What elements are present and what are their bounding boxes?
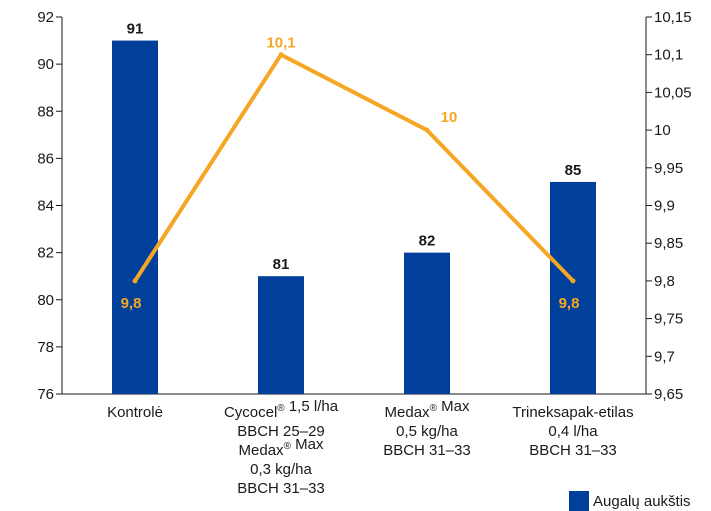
legend-label: Augalų aukštis bbox=[593, 492, 691, 510]
line-path bbox=[133, 52, 575, 283]
category-label: BBCH 31–33 bbox=[237, 480, 325, 497]
bar-value-label: 82 bbox=[419, 233, 436, 250]
y-left-tick-label: 82 bbox=[37, 245, 54, 262]
category-label: 0,5 kg/ha bbox=[396, 423, 458, 440]
y-left-tick-label: 84 bbox=[37, 198, 54, 215]
category-label: 0,3 kg/ha bbox=[250, 461, 312, 478]
y-right-tick-label: 9,9 bbox=[654, 198, 675, 215]
category-label: BBCH 31–33 bbox=[529, 442, 617, 459]
line-point bbox=[424, 127, 430, 133]
y-right-tick-label: 9,85 bbox=[654, 235, 683, 252]
y-right-tick-label: 10,1 bbox=[654, 47, 683, 64]
category-label: BBCH 31–33 bbox=[383, 442, 471, 459]
line-value-label: 10,1 bbox=[266, 35, 295, 52]
y-left-tick-label: 86 bbox=[37, 150, 54, 167]
y-right-tick-label: 9,8 bbox=[654, 273, 675, 290]
y-left-tick-label: 90 bbox=[37, 56, 54, 73]
category-label: 0,4 l/ha bbox=[548, 423, 598, 440]
category-label: Medax® Max bbox=[239, 436, 324, 459]
line-value-label: 9,8 bbox=[559, 295, 580, 312]
bar bbox=[550, 181, 596, 394]
y-right-tick-label: 9,95 bbox=[654, 160, 683, 177]
bars bbox=[112, 40, 596, 394]
category-label: BBCH 25–29 bbox=[237, 423, 325, 440]
category-label: Cycocel® 1,5 l/ha bbox=[224, 398, 339, 421]
axes: 76 78 80 82 84 86 88 90 92 9,65 9,7 9,75 9,8 9,85 9,9 9… bbox=[37, 9, 691, 403]
y-right-tick-label: 10,05 bbox=[654, 84, 692, 101]
legend: Augalų aukštis bbox=[569, 491, 691, 511]
bar-value-label: 91 bbox=[127, 21, 144, 38]
line-value-label: 10 bbox=[441, 109, 458, 126]
y-right-tick-label: 9,7 bbox=[654, 348, 675, 365]
bar bbox=[112, 40, 158, 394]
y-right-tick-label: 10 bbox=[654, 122, 671, 139]
bar bbox=[258, 276, 304, 394]
y-right-tick-label: 9,65 bbox=[654, 386, 683, 403]
legend-swatch bbox=[569, 491, 589, 511]
y-left-tick-label: 78 bbox=[37, 339, 54, 356]
bar-value-label: 85 bbox=[565, 162, 582, 179]
y-left-tick-label: 80 bbox=[37, 292, 54, 309]
line-point bbox=[278, 52, 284, 58]
bar-value-label: 81 bbox=[273, 256, 290, 273]
line-series bbox=[132, 52, 576, 284]
y-left-tick-label: 76 bbox=[37, 386, 54, 403]
data-labels: 91 81 82 85 9,8 10,1 10 9,8 bbox=[121, 21, 582, 312]
y-right-tick-label: 10,15 bbox=[654, 9, 692, 26]
y-right-tick-label: 9,75 bbox=[654, 311, 683, 328]
y-left-tick-label: 92 bbox=[37, 9, 54, 26]
category-label: Medax® Max bbox=[385, 398, 470, 421]
category-label: Trineksapak-etilas bbox=[512, 404, 633, 421]
y-left-tick-label: 88 bbox=[37, 103, 54, 120]
category-label: Kontrolė bbox=[107, 404, 163, 421]
line-value-label: 9,8 bbox=[121, 295, 142, 312]
line-point bbox=[570, 278, 576, 284]
bar bbox=[404, 252, 450, 394]
line-point bbox=[132, 278, 138, 284]
